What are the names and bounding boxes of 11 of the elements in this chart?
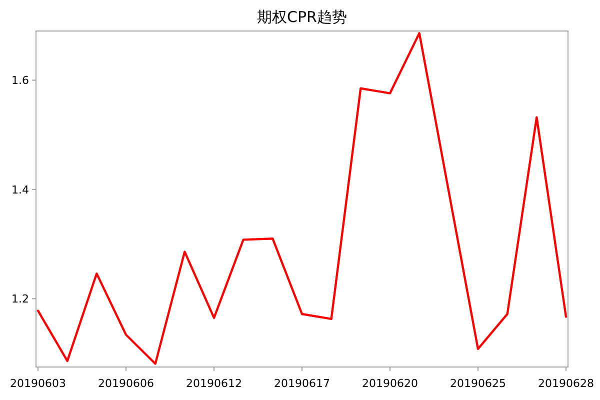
xtick: 20190612: [186, 377, 242, 390]
title: 期权CPR趋势: [257, 8, 347, 26]
xtick: 20190625: [450, 377, 506, 390]
xtick: 20190606: [98, 377, 154, 390]
xtick: 20190603: [10, 377, 66, 390]
xtick: 20190617: [274, 377, 330, 390]
ytick: 1.4: [12, 183, 29, 196]
ytick: 1.2: [12, 292, 29, 306]
xtick: 20190628: [538, 377, 594, 390]
ytick: 1.6: [12, 74, 29, 88]
xtick: 20190620: [362, 377, 418, 390]
